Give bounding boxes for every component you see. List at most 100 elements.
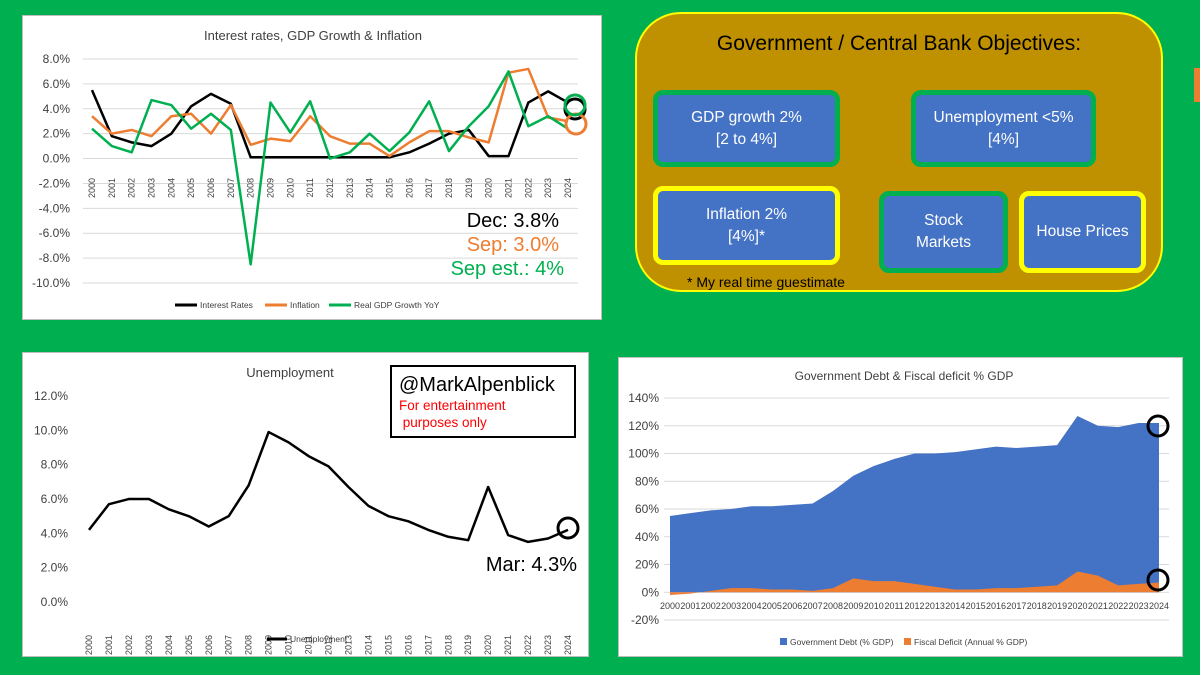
gdp-marker-circle [563,93,587,117]
series-fiscal-deficit-annual-gdp-area [670,571,1159,596]
gdp-objective-line2: [2 to 4%] [715,130,778,148]
x-tick-label: 2022 [523,178,533,198]
legend-gdp-growth: Real GDP Growth YoY [354,300,440,310]
x-tick-label: 2010 [864,601,884,611]
x-tick-label: 2002 [127,178,137,198]
x-tick-label: 2023 [543,635,553,655]
chart-title: Government Debt & Fiscal deficit % GDP [795,369,1014,383]
y-tick-label: 0% [642,585,660,599]
x-tick-label: 2010 [285,178,295,198]
x-tick-label: 2010 [284,635,294,655]
y-tick-label: 6.0% [43,77,71,91]
x-tick-label: 2022 [523,635,533,655]
x-tick-label: 2014 [945,601,965,611]
interest-rates-chart-panel: Interest rates, GDP Growth & Inflation 2… [22,15,602,320]
y-tick-label: 12.0% [34,389,68,403]
series-real-gdp-growth-yoy-line [91,70,569,266]
stock-markets-box: Stock Markets [879,191,1008,273]
y-tick-label: 80% [635,474,659,488]
mar-annotation: Mar: 4.3% [486,554,577,576]
y-tick-label: 8.0% [43,52,71,66]
x-tick-label: 2016 [986,601,1006,611]
x-tick-label: 2012 [325,178,335,198]
x-tick-label: 2002 [124,635,134,655]
x-tick-label: 2004 [741,601,761,611]
watermark-line2: purposes only [399,415,487,430]
inflation-objective-line2: [4%]* [727,227,766,245]
y-tick-label: 2.0% [43,127,71,141]
x-tick-label: 2011 [884,601,903,611]
y-tick-label: 120% [628,419,659,433]
gdp-est-annotation: Sep est.: 4% [451,258,565,280]
mar-marker-circle [556,516,580,540]
y-tick-label: -8.0% [39,251,71,265]
x-tick-label: 2013 [345,178,355,198]
x-tick-label: 2017 [424,178,434,198]
y-tick-label: 100% [628,447,659,461]
chart-legend: Government Debt (% GDP) Fiscal Deficit (… [780,637,1028,647]
y-tick-label: 4.0% [41,526,69,540]
y-tick-label: 60% [635,502,659,516]
y-tick-label: 0.0% [43,152,71,166]
y-tick-label: 10.0% [34,423,68,437]
legend-inflation: Inflation [290,300,320,310]
x-tick-label: 2003 [144,635,154,655]
watermark-box [390,365,576,438]
x-tick-label: 2001 [680,601,700,611]
x-tick-label: 2007 [803,601,823,611]
x-tick-label: 2004 [166,178,176,198]
x-tick-label: 2015 [385,178,395,198]
x-tick-label: 2023 [1129,601,1149,611]
x-tick-label: 2005 [184,635,194,655]
y-tick-label: 4.0% [43,102,71,116]
x-tick-label: 2000 [660,601,680,611]
x-tick-label: 2016 [404,178,414,198]
x-tick-label: 2017 [1006,601,1026,611]
x-tick-label: 2014 [365,178,375,198]
x-tick-label: 2005 [186,178,196,198]
x-tick-label: 2020 [484,178,494,198]
x-tick-label: 2024 [563,178,573,198]
x-tick-label: 2011 [304,635,314,654]
deficit-marker-circle [1146,568,1170,592]
y-tick-label: 2.0% [41,561,69,575]
x-tick-label: 2015 [383,635,393,655]
dec-annotation: Dec: 3.8% [467,210,559,232]
x-tick-label: 2000 [84,635,94,655]
gdp-objective-line1: GDP growth 2% [691,108,802,126]
x-tick-label: 2007 [224,635,234,655]
inflation-objective-box: Inflation 2% [4%]* [653,186,840,265]
guestimate-note: * My real time guestimate [687,274,845,290]
stock-markets-line2: Markets [915,234,972,251]
stock-markets-line1: Stock [924,212,963,229]
x-tick-label: 2021 [503,635,513,655]
y-tick-label: -4.0% [39,201,71,215]
legend-fiscal-deficit: Fiscal Deficit (Annual % GDP) [914,637,1028,647]
unemployment-chart-panel: Unemployment 2000 2001 2002 2003 2004 2005 200… [22,352,589,657]
x-tick-label: 2009 [266,178,276,198]
y-tick-label: 6.0% [41,492,69,506]
x-tick-label: 2008 [823,601,843,611]
x-tick-label: 2007 [226,178,236,198]
series-unemployment-line [88,430,569,544]
x-tick-label: 2006 [206,178,216,198]
sep-annotation: Sep: 3.0% [467,234,560,256]
y-tick-label: 40% [635,530,659,544]
x-tick-label: 2006 [204,635,214,655]
x-tick-label: 2021 [504,178,514,198]
x-tick-label: 2013 [925,601,945,611]
x-tick-label: 2019 [1047,601,1067,611]
x-tick-label: 2021 [1088,601,1108,611]
x-tick-label: 2019 [464,178,474,198]
x-tick-label: 2023 [543,178,553,198]
x-tick-label: 2003 [721,601,741,611]
gdp-objective-box: GDP growth 2% [2 to 4%] [653,90,840,167]
unemployment-objective-box: Unemployment <5% [4%] [911,90,1096,167]
x-tick-label: 2008 [246,178,256,198]
x-tick-label: 2008 [244,635,254,655]
x-tick-label: 2024 [1149,601,1169,611]
objectives-title: Government / Central Bank Objectives: [716,32,1082,55]
unemployment-chart: Unemployment 2000 2001 2002 2003 2004 2005 200… [34,365,580,655]
edge-decoration [1194,68,1200,102]
x-tick-label: 2004 [164,635,174,655]
